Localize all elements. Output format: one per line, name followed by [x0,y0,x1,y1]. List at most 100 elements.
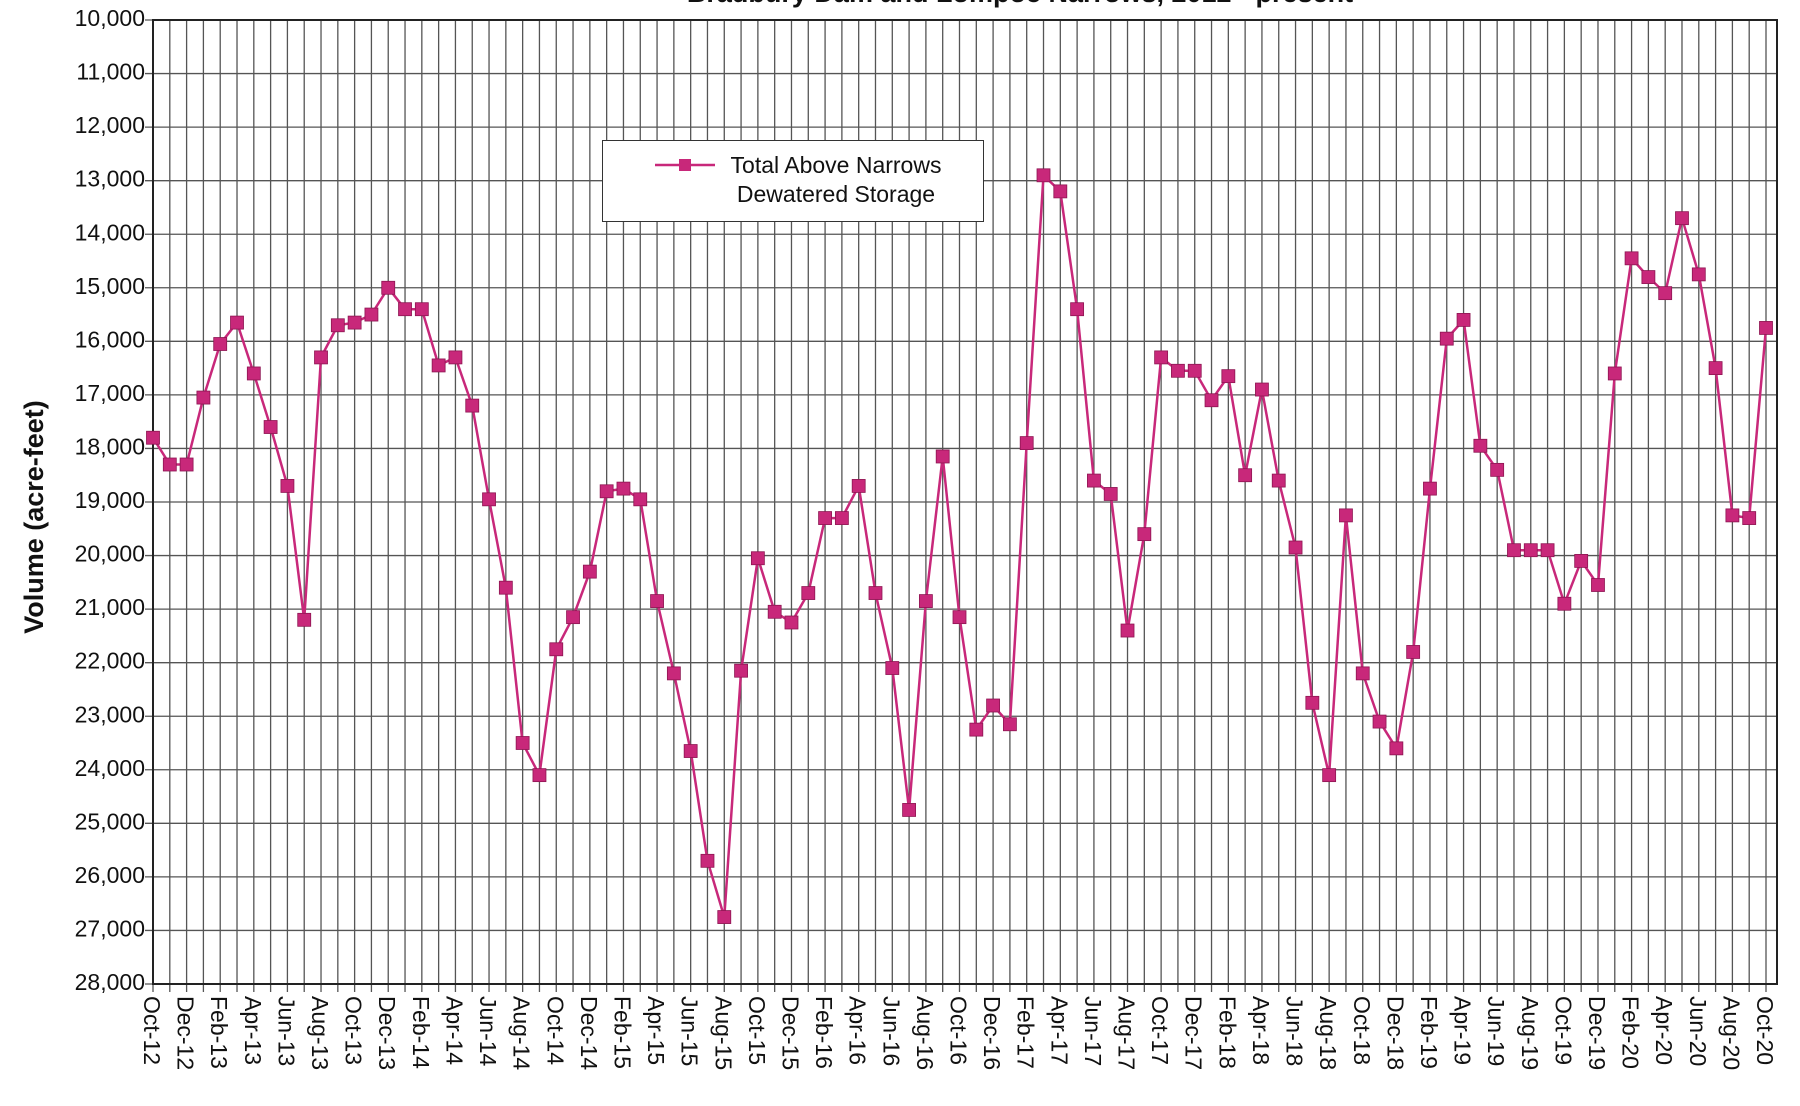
plot-frame [152,19,1778,985]
x-tick-label: Feb-20 [1618,996,1644,1069]
point [599,484,614,499]
x-tick-label: Jun-19 [1483,996,1509,1066]
point [1725,508,1740,523]
point [1523,543,1538,558]
point [1507,543,1521,558]
point [1036,168,1051,183]
x-tick-label: Dec-19 [1584,996,1610,1070]
point [549,642,564,657]
point [162,457,177,472]
x-tick-label: Dec-14 [576,996,602,1070]
point [1708,361,1723,376]
legend: Total Above Narrows Dewatered Storage [602,140,984,222]
legend-swatch [655,159,715,171]
point [616,481,631,496]
point [196,390,211,405]
x-tick-label: Apr-15 [643,996,669,1065]
point [902,803,916,817]
x-tick-label: Jun-16 [878,996,904,1066]
point [1204,393,1219,408]
x-tick-label: Apr-16 [845,996,871,1065]
y-tick-label: 11,000 [76,59,145,85]
point [1557,596,1572,611]
x-tick-label: Jun-18 [1282,996,1308,1066]
x-tick-label: Apr-18 [1248,996,1274,1065]
y-tick-label: 18,000 [75,434,145,460]
point [1019,436,1034,450]
point [1658,286,1673,301]
y-tick-label: 15,000 [75,273,145,299]
point [1271,473,1286,488]
x-tick-label: Apr-14 [441,996,467,1065]
chart-title: Bradbury Dam and Lompoc Narrows, 2012 - … [687,0,1353,8]
x-tick-label: Aug-15 [710,996,736,1070]
x-tick-label: Jun-17 [1080,996,1106,1066]
y-tick-label: 19,000 [75,487,145,513]
x-tick-label: Dec-18 [1382,996,1408,1070]
point [834,511,849,525]
x-tick-label: Aug-13 [307,996,333,1070]
point [801,586,816,600]
x-tick-label: Dec-16 [979,996,1005,1070]
point [1087,473,1101,488]
x-tick-label: Dec-17 [1181,996,1207,1070]
x-tick-label: Feb-19 [1416,996,1442,1069]
point [1607,366,1622,381]
point [582,564,597,579]
point [1137,527,1152,542]
point [246,366,261,381]
point [1238,468,1253,483]
y-tick-label: 17,000 [75,380,145,406]
point [1322,768,1337,783]
point [1154,350,1169,365]
y-tick-label: 20,000 [75,541,145,567]
point [851,479,866,493]
point [1759,321,1773,335]
y-tick-label: 23,000 [75,701,145,727]
point [666,666,681,681]
point [918,594,933,608]
point [1103,487,1118,501]
point [1439,331,1454,346]
point [952,610,967,625]
point [650,594,664,608]
x-tick-label: Aug-17 [1114,996,1140,1070]
point [1288,540,1303,555]
point [263,420,278,434]
point [431,358,446,373]
y-axis-label: Volume (acre-feet) [19,400,49,634]
y-tick-label: 27,000 [75,916,145,942]
point [515,736,530,750]
x-tick-label: Oct-15 [744,996,770,1065]
x-tick-label: Dec-12 [173,996,199,1070]
point [364,307,379,322]
point [1742,511,1757,525]
x-tick-label: Jun-15 [677,996,703,1066]
point [566,610,580,625]
point [986,698,1001,713]
point [700,853,715,868]
y-tick-label: 10,000 [75,5,145,31]
x-tick-label: Feb-14 [408,996,434,1069]
x-tick-label: Jun-13 [273,996,299,1066]
point [347,315,362,330]
x-tick-label: Apr-13 [240,996,266,1065]
x-tick-label: Apr-19 [1450,996,1476,1065]
point [717,910,732,924]
x-tick-label: Dec-13 [374,996,400,1070]
y-tick-label: 13,000 [75,166,145,192]
point [1339,508,1353,523]
x-tick-label: Oct-16 [946,996,972,1065]
point [1372,714,1387,729]
point [1641,270,1656,284]
point [633,492,648,507]
x-tick-label: Apr-17 [1046,996,1072,1065]
point [767,604,782,619]
point [1187,363,1202,378]
y-tick-label: 12,000 [75,112,145,138]
point [1255,382,1269,397]
point [448,350,463,365]
point [1120,623,1135,638]
